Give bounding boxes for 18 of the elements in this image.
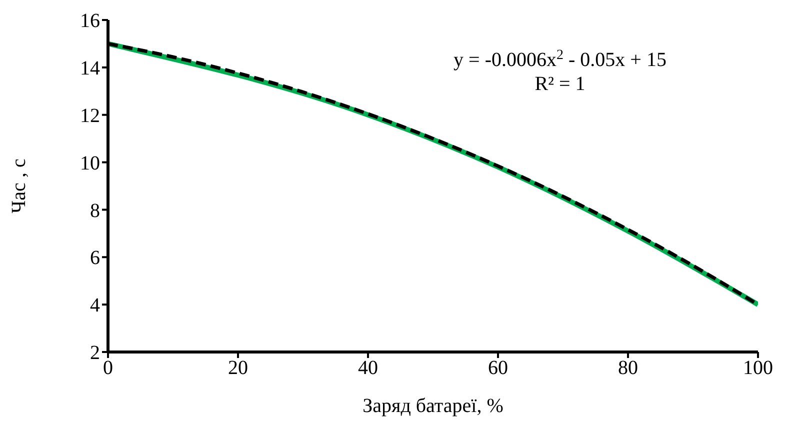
y-tick-label: 4 [90, 294, 100, 317]
annotation: R² = 1 [534, 73, 586, 95]
x-tick-label: 80 [618, 357, 638, 380]
y-axis-title: Час , с [8, 158, 30, 214]
x-tick-label: 20 [228, 357, 248, 380]
y-tick-label: 16 [80, 10, 100, 32]
y-tick-label: 12 [80, 104, 100, 127]
x-tick-label: 100 [743, 357, 773, 380]
x-axis-title: Заряд батареї, % [362, 395, 504, 417]
x-tick-label: 40 [358, 357, 378, 380]
annotation: y = -0.0006x$^{2}$ - 0.05x + 15 [454, 48, 666, 71]
y-tick-label: 14 [80, 58, 100, 80]
y-tick-label: 10 [80, 152, 100, 174]
y-tick-label: 6 [90, 247, 100, 270]
y-tick-label: 8 [90, 200, 100, 222]
x-tick-label: 0 [103, 357, 113, 380]
y-tick-label: 2 [90, 342, 100, 364]
x-tick-label: 60 [488, 357, 508, 380]
